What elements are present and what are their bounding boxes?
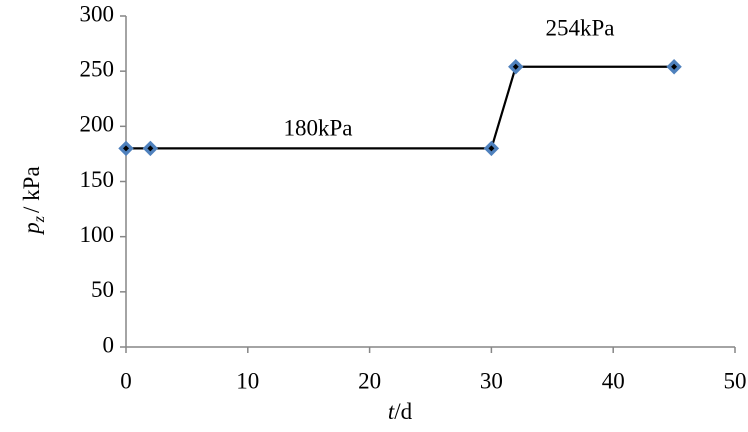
- x-axis-label: t/d: [388, 399, 413, 424]
- y-label-var: p: [19, 222, 44, 236]
- y-tick-label: 150: [80, 167, 115, 192]
- y-tick-label: 100: [80, 222, 115, 247]
- y-tick-label: 50: [91, 277, 114, 302]
- y-label-unit: / kPa: [19, 166, 44, 213]
- x-tick-label: 50: [724, 368, 747, 393]
- marker-center: [488, 145, 495, 152]
- x-tick-label: 40: [602, 368, 625, 393]
- y-tick-label: 200: [80, 112, 115, 137]
- line: [126, 65, 675, 150]
- y-label-sub: z: [31, 215, 48, 223]
- x-tick-label: 20: [358, 368, 381, 393]
- annotation: 254kPa: [546, 15, 615, 40]
- marker-center: [512, 63, 519, 70]
- x-tick-label: 30: [480, 368, 503, 393]
- x-tick-label: 10: [236, 368, 259, 393]
- marker-center: [671, 63, 678, 70]
- marker-center: [147, 145, 154, 152]
- y-tick-label: 0: [103, 332, 115, 357]
- annotation: 180kPa: [284, 115, 353, 140]
- y-tick-label: 300: [80, 1, 115, 26]
- x-label-unit: /d: [394, 399, 412, 424]
- y-tick-label: 250: [80, 56, 115, 81]
- x-label-var: t: [388, 399, 395, 424]
- y-axis-label: pz / kPa: [19, 166, 47, 235]
- x-tick-label: 0: [120, 368, 132, 393]
- marker-center: [123, 145, 129, 152]
